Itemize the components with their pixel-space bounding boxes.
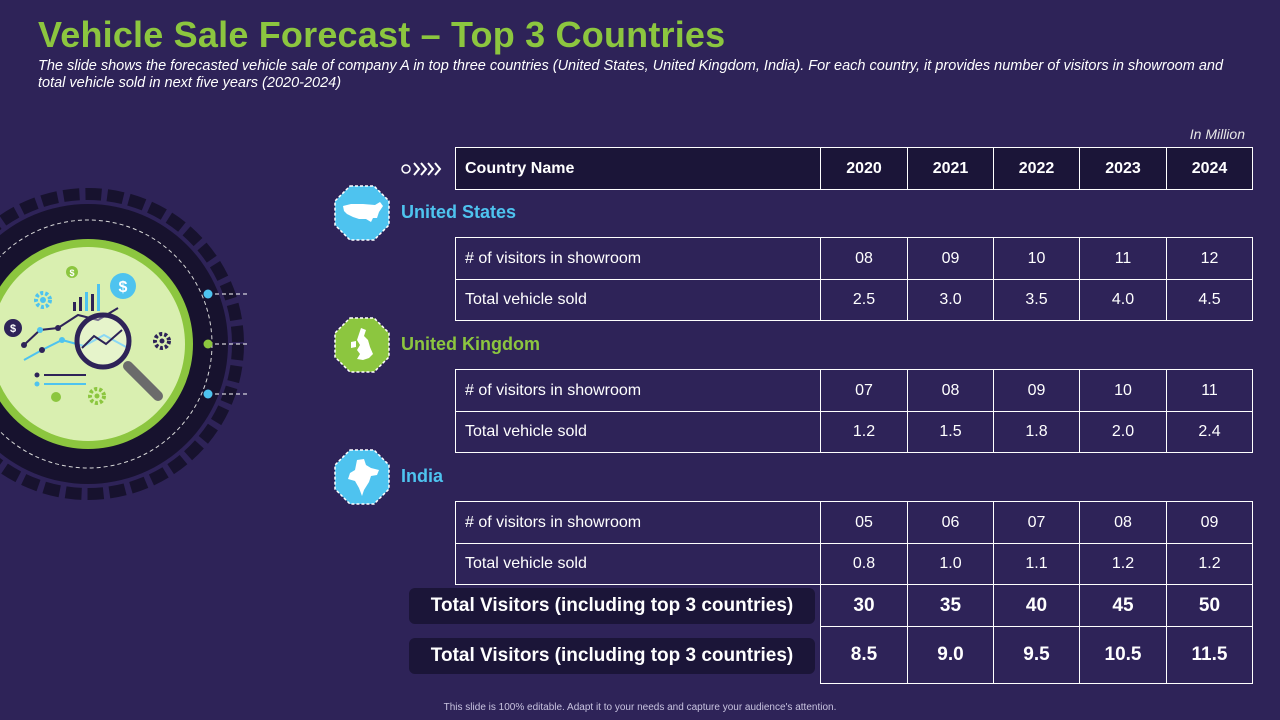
total-cell: 9.5 (993, 626, 1080, 684)
row-label-sold: Total vehicle sold (455, 543, 821, 585)
total-cell: 9.0 (907, 626, 994, 684)
table-cell: 09 (993, 369, 1080, 412)
header-year: 2022 (993, 147, 1080, 190)
uk-map-icon (334, 317, 390, 373)
page-title: Vehicle Sale Forecast – Top 3 Countries (38, 14, 726, 55)
header-year: 2024 (1166, 147, 1253, 190)
table-cell: 12 (1166, 237, 1253, 280)
table-cell: 1.2 (820, 411, 908, 453)
unit-note: In Million (1189, 126, 1245, 142)
total-cell: 10.5 (1079, 626, 1167, 684)
subtitle: The slide shows the forecasted vehicle s… (38, 58, 1224, 91)
table-cell: 07 (993, 501, 1080, 544)
total-sold-label: Total Visitors (including top 3 countrie… (409, 638, 815, 674)
connector-dot-uk (203, 339, 213, 349)
row-label-sold: Total vehicle sold (455, 279, 821, 321)
table-cell: 09 (1166, 501, 1253, 544)
connector-dot-us (203, 289, 213, 299)
table-cell: 1.5 (907, 411, 994, 453)
bar-chart-icon (73, 284, 100, 311)
total-cell: 11.5 (1166, 626, 1253, 684)
country-label-uk: United Kingdom (401, 334, 540, 354)
table-cell: 1.2 (1079, 543, 1167, 585)
country-label-india: India (401, 466, 444, 486)
gear-green-icon (88, 387, 106, 405)
total-cell: 8.5 (820, 626, 908, 684)
table-cell: 4.0 (1079, 279, 1167, 321)
table-cell: 05 (820, 501, 908, 544)
table-cell: 08 (907, 369, 994, 412)
usa-map-icon (334, 185, 390, 241)
table-cell: 1.1 (993, 543, 1080, 585)
total-cell: 45 (1079, 584, 1167, 627)
table-cell: 07 (820, 369, 908, 412)
total-visitors-label: Total Visitors (including top 3 countrie… (409, 588, 815, 624)
table-cell: 10 (1079, 369, 1167, 412)
connector-dot-india (203, 389, 213, 399)
table-cell: 2.4 (1166, 411, 1253, 453)
row-label-visitors: # of visitors in showroom (455, 237, 821, 280)
table-cell: 1.8 (993, 411, 1080, 453)
table-cell: 1.0 (907, 543, 994, 585)
legend-lines-icon (34, 372, 86, 387)
table-cell: 3.5 (993, 279, 1080, 321)
line-graph-icon (21, 307, 129, 361)
header-country-name: Country Name (455, 147, 821, 190)
arrows-icon (401, 162, 442, 176)
magnifier-icon (74, 312, 163, 401)
table-cell: 06 (907, 501, 994, 544)
table-cell: 11 (1166, 369, 1253, 412)
country-label-us: United States (401, 202, 517, 222)
total-cell: 35 (907, 584, 994, 627)
dollar-coin-icon: $ (110, 273, 136, 299)
table-cell: 08 (820, 237, 908, 280)
row-label-visitors: # of visitors in showroom (455, 369, 821, 412)
header-year: 2023 (1079, 147, 1167, 190)
table-cell: 0.8 (820, 543, 908, 585)
connector-lines (208, 293, 250, 395)
total-cell: 30 (820, 584, 908, 627)
dark-coin-icon: $ (4, 319, 22, 337)
footer-note: This slide is 100% editable. Adapt it to… (443, 702, 837, 713)
table-cell: 08 (1079, 501, 1167, 544)
header-year: 2020 (820, 147, 908, 190)
table-cell: 09 (907, 237, 994, 280)
total-cell: 40 (993, 584, 1080, 627)
svg-text:$: $ (119, 279, 128, 296)
svg-text:$: $ (69, 268, 74, 278)
header-year: 2021 (907, 147, 994, 190)
table-cell: 2.5 (820, 279, 908, 321)
row-label-visitors: # of visitors in showroom (455, 501, 821, 544)
table-cell: 2.0 (1079, 411, 1167, 453)
table-cell: 11 (1079, 237, 1167, 280)
table-cell: 1.2 (1166, 543, 1253, 585)
small-coin-icon: $ (66, 266, 78, 278)
table-cell: 10 (993, 237, 1080, 280)
coin-bottom-icon (51, 392, 61, 402)
india-map-icon (334, 449, 390, 505)
row-label-sold: Total vehicle sold (455, 411, 821, 453)
gear-dark-icon (153, 332, 171, 350)
table-cell: 3.0 (907, 279, 994, 321)
total-cell: 50 (1166, 584, 1253, 627)
gear-icon (34, 291, 52, 309)
svg-text:$: $ (10, 323, 16, 335)
table-cell: 4.5 (1166, 279, 1253, 321)
tire-analytics-illustration: $ $ $ (0, 188, 250, 500)
